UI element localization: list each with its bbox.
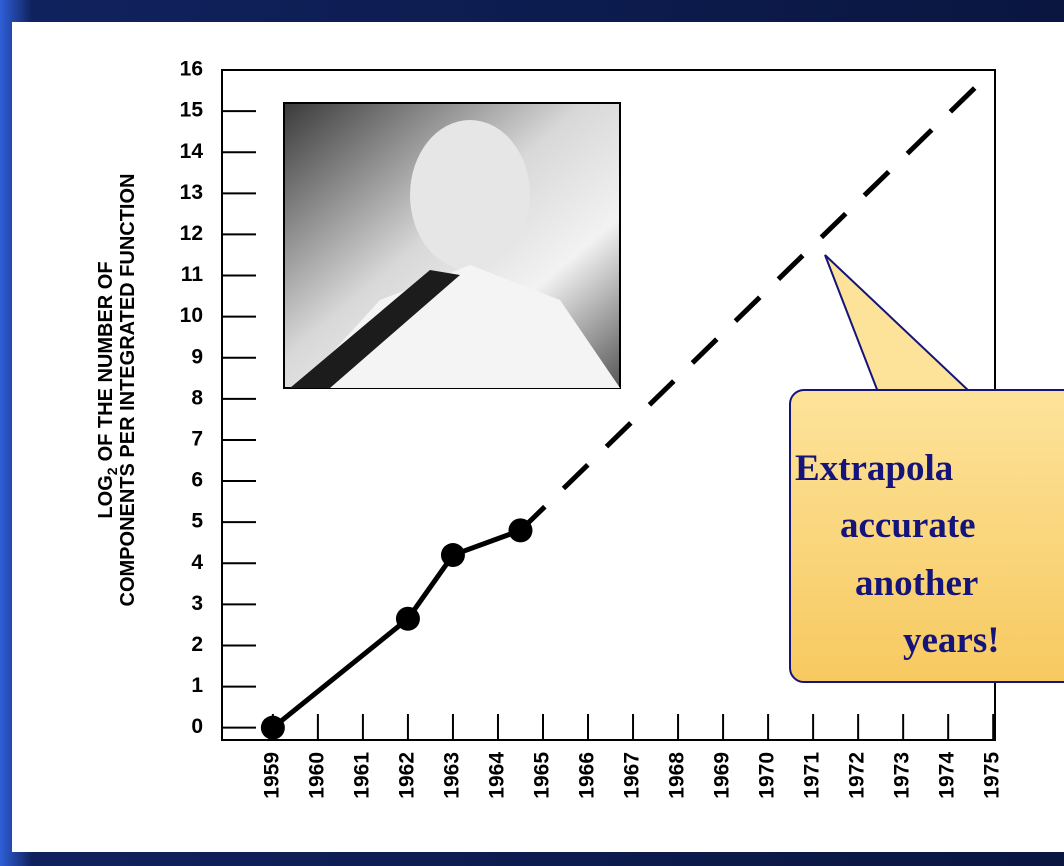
callout-text: Extrapola — [795, 448, 953, 489]
y-tick-label: 10 — [180, 304, 203, 327]
photo — [283, 102, 621, 389]
y-tick-label: 0 — [191, 715, 203, 738]
data-line — [518, 68, 995, 533]
x-tick-label: 1970 — [756, 752, 779, 799]
y-label-subscript: 2 — [104, 467, 120, 475]
data-line — [271, 528, 522, 730]
y-tick-label: 1 — [191, 674, 203, 697]
x-tick-label: 1961 — [350, 752, 373, 799]
y-label-part: OF THE NUMBER OF — [95, 261, 117, 461]
y-axis-label: LOG2 OF THE NUMBER OF — [95, 261, 120, 518]
x-tick-label: 1964 — [486, 752, 509, 799]
y-label-part: LOG — [95, 475, 117, 518]
y-tick-label: 16 — [180, 58, 203, 81]
x-tick-label: 1960 — [305, 752, 328, 799]
y-tick-label: 14 — [180, 140, 204, 163]
x-tick-label: 1975 — [981, 752, 1004, 799]
y-tick-label: 15 — [180, 99, 204, 122]
x-tick-label: 1969 — [711, 752, 734, 799]
y-tick-label: 6 — [191, 469, 203, 492]
y-axis-label: COMPONENTS PER INTEGRATED FUNCTION — [117, 174, 139, 607]
y-tick-label: 4 — [191, 551, 203, 574]
x-tick-label: 1963 — [441, 752, 464, 799]
y-tick-label: 8 — [191, 386, 203, 409]
x-tick-label: 1971 — [801, 752, 824, 799]
data-point — [440, 543, 465, 568]
callout-text: years! — [903, 620, 1000, 661]
x-tick-label: 1972 — [846, 752, 869, 799]
y-tick-label: 11 — [181, 263, 204, 286]
x-tick-label: 1968 — [666, 752, 689, 799]
x-tick-label: 1965 — [531, 752, 554, 799]
x-tick-label: 1973 — [891, 752, 914, 799]
y-tick-label: 2 — [191, 633, 203, 656]
y-tick-label: 12 — [180, 222, 203, 245]
y-tick-label: 3 — [191, 592, 203, 615]
y-tick-label: 5 — [191, 510, 203, 533]
callout — [789, 254, 1064, 683]
callout-text: accurate — [840, 505, 976, 546]
x-tick-label: 1959 — [260, 752, 283, 799]
x-tick-label: 1962 — [395, 752, 418, 799]
x-tick-label: 1966 — [576, 752, 599, 799]
data-point — [260, 715, 285, 740]
x-tick-label: 1967 — [621, 752, 644, 799]
y-tick-label: 7 — [191, 427, 203, 450]
callout-text: another — [855, 563, 978, 604]
y-tick-label: 9 — [191, 345, 203, 368]
y-tick-label: 13 — [180, 181, 203, 204]
x-tick-label: 1974 — [936, 752, 959, 799]
data-point — [395, 606, 420, 631]
